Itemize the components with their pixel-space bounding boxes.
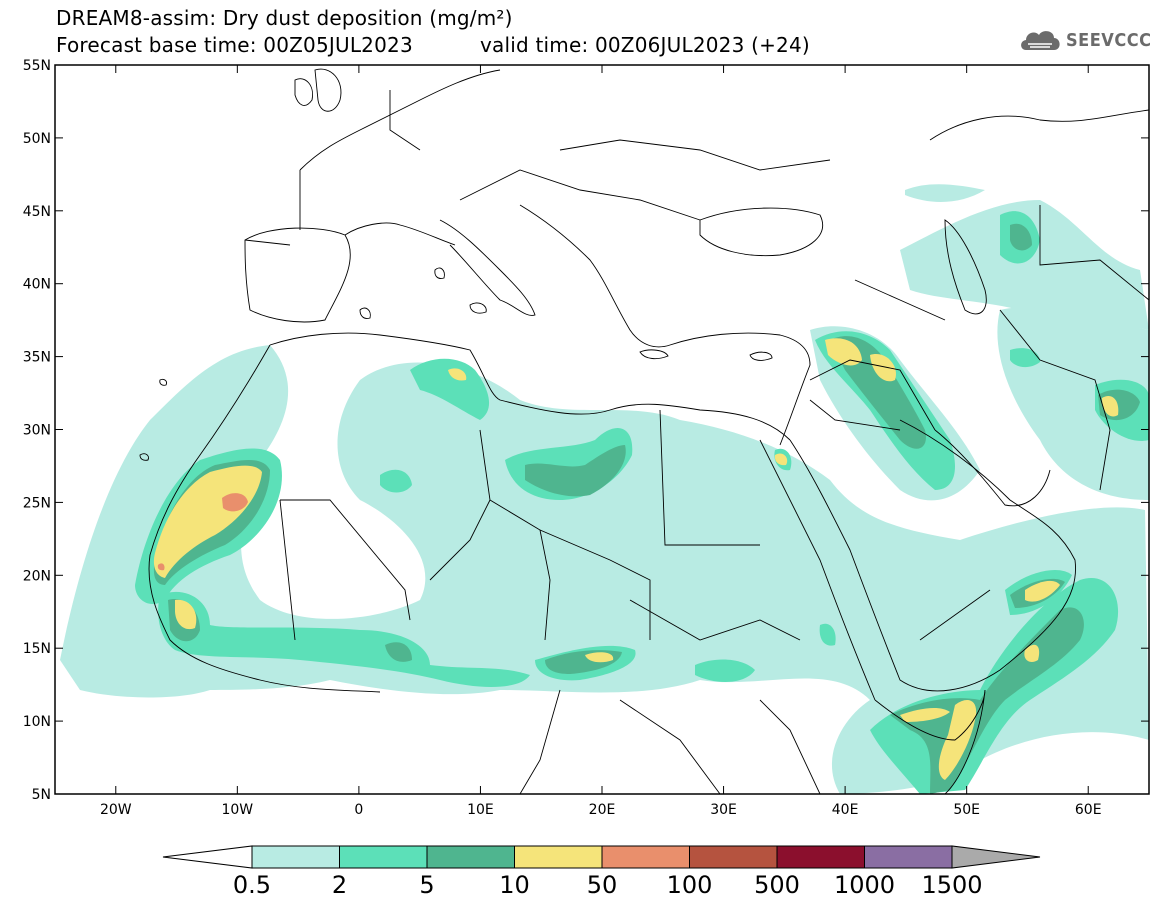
- lon-tick-label: 0: [354, 802, 363, 818]
- colorbar-label: 100: [667, 871, 713, 899]
- colorbar-over-triangle: [951, 845, 1041, 869]
- base-time: Forecast base time: 00Z05JUL2023: [56, 33, 413, 57]
- colorbar: 0.5 2 5 10 50 100 500 1000 1500: [162, 845, 1041, 899]
- colorbar-swatch: [776, 845, 865, 869]
- lon-tick-label: 10W: [221, 802, 253, 818]
- lon-tick-label: 20W: [100, 802, 132, 818]
- lon-tick-label: 20E: [589, 802, 616, 818]
- shade-level-5: [157, 493, 248, 571]
- lat-tick-label: 20N: [23, 568, 51, 584]
- lon-tick-label: 30E: [710, 802, 737, 818]
- colorbar-swatch: [251, 845, 340, 869]
- valid-time: valid time: 00Z06JUL2023 (+24): [480, 33, 810, 57]
- colorbar-label: 1500: [921, 871, 982, 899]
- map-title: DREAM8-assim: Dry dust deposition (mg/m²…: [56, 6, 513, 30]
- lat-tick-label: 5N: [32, 787, 51, 803]
- lat-tick-label: 15N: [23, 641, 51, 657]
- colorbar-label: 500: [754, 871, 800, 899]
- lat-tick-label: 35N: [23, 350, 51, 366]
- lon-tick-label: 50E: [953, 802, 980, 818]
- colorbar-swatch: [426, 845, 515, 869]
- lat-tick-label: 55N: [23, 58, 51, 74]
- dust-shading: [60, 184, 1149, 794]
- lat-tick-label: 10N: [23, 714, 51, 730]
- colorbar-label: 5: [419, 871, 434, 899]
- lat-tick-label: 50N: [23, 131, 51, 147]
- seevccc-logo: SEEVCCC: [1018, 24, 1158, 58]
- colorbar-swatch: [864, 845, 953, 869]
- colorbar-label: 50: [587, 871, 618, 899]
- lon-tick-label: 10E: [467, 802, 494, 818]
- lat-tick-label: 45N: [23, 204, 51, 220]
- colorbar-swatch: [689, 845, 778, 869]
- colorbar-under-triangle: [162, 845, 253, 869]
- lon-tick-label: 40E: [832, 802, 859, 818]
- forecast-times: Forecast base time: 00Z05JUL2023 valid t…: [56, 33, 810, 105]
- cloud-logo-icon: [1021, 31, 1060, 50]
- lat-tick-label: 30N: [23, 423, 51, 439]
- colorbar-label: 2: [332, 871, 347, 899]
- axis-ticks: 55N 50N 45N 40N 35N 30N 25N 20N 15N 10N 5N 20W 10W 0 1…: [23, 58, 1149, 818]
- lat-tick-label: 25N: [23, 495, 51, 511]
- colorbar-swatch: [514, 845, 603, 869]
- lat-tick-label: 40N: [23, 277, 51, 293]
- colorbar-label: 10: [499, 871, 530, 899]
- logo-text: SEEVCCC: [1066, 30, 1152, 51]
- colorbar-swatch: [601, 845, 690, 869]
- colorbar-swatch: [339, 845, 428, 869]
- coastlines-borders: [139, 68, 1149, 794]
- colorbar-label: 1000: [834, 871, 895, 899]
- lon-tick-label: 60E: [1075, 802, 1102, 818]
- colorbar-label: 0.5: [233, 871, 271, 899]
